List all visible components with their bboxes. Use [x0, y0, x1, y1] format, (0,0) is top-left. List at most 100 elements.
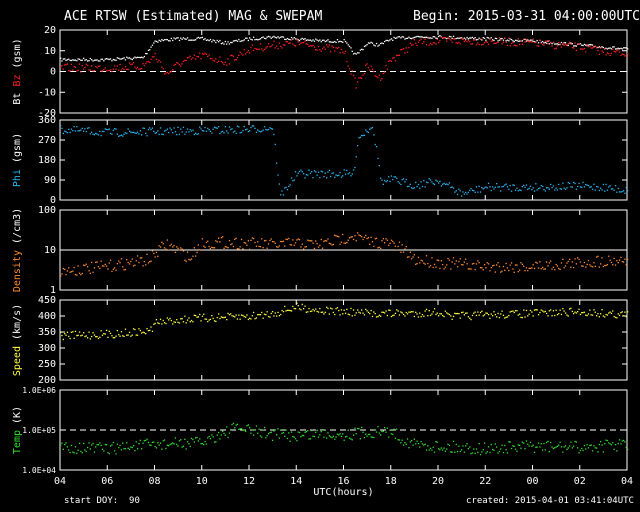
- point-phi: [529, 185, 532, 187]
- point-temp: [218, 431, 220, 434]
- point-phi: [91, 131, 93, 133]
- point-density: [68, 267, 70, 269]
- point-bt: [246, 37, 248, 39]
- point-density: [552, 266, 555, 268]
- point-temp: [374, 429, 376, 431]
- point-phi: [398, 182, 401, 184]
- point-speed: [475, 314, 478, 317]
- point-speed: [182, 321, 185, 323]
- point-bz: [282, 44, 285, 46]
- point-speed: [81, 334, 83, 336]
- point-temp: [348, 437, 351, 439]
- point-speed: [216, 316, 218, 319]
- point-phi: [289, 184, 291, 186]
- point-temp: [185, 448, 187, 450]
- point-density: [207, 240, 209, 242]
- point-density: [398, 241, 401, 243]
- point-phi: [170, 129, 172, 131]
- point-density: [286, 238, 289, 241]
- point-speed: [528, 313, 530, 315]
- ylabel-part: (K): [12, 406, 23, 430]
- point-density: [294, 242, 297, 244]
- point-temp: [247, 424, 249, 426]
- point-bt: [294, 38, 297, 40]
- point-bt: [519, 40, 521, 42]
- point-phi: [119, 135, 121, 137]
- point-phi: [163, 130, 166, 132]
- point-speed: [571, 310, 573, 313]
- point-bt: [355, 53, 357, 55]
- point-speed: [197, 316, 199, 318]
- point-bz: [184, 59, 186, 62]
- point-bz: [304, 40, 306, 42]
- point-phi: [155, 132, 158, 134]
- point-temp: [366, 435, 368, 437]
- point-phi: [104, 128, 106, 130]
- point-phi: [131, 131, 133, 134]
- point-phi: [142, 127, 144, 129]
- point-density: [577, 257, 579, 259]
- point-phi: [292, 180, 294, 182]
- point-phi: [493, 188, 495, 190]
- point-phi: [583, 186, 586, 188]
- point-bz: [452, 38, 455, 40]
- point-density: [431, 257, 433, 259]
- point-temp: [409, 441, 411, 443]
- point-bz: [528, 41, 530, 43]
- point-phi: [543, 188, 545, 191]
- point-bt: [362, 48, 364, 51]
- point-density: [555, 263, 557, 266]
- point-density: [519, 269, 521, 271]
- point-density: [300, 246, 302, 248]
- point-temp: [81, 452, 83, 454]
- point-bt: [455, 37, 457, 40]
- point-density: [390, 239, 393, 241]
- point-bt: [346, 42, 348, 44]
- point-bz: [301, 41, 303, 44]
- point-density: [163, 247, 166, 249]
- point-bz: [402, 48, 405, 50]
- point-bz: [404, 52, 406, 54]
- point-bz: [246, 51, 248, 53]
- point-temp: [529, 441, 532, 443]
- point-temp: [500, 448, 502, 450]
- point-bt: [161, 39, 163, 41]
- point-density: [604, 264, 606, 267]
- point-bt: [155, 40, 158, 43]
- point-density: [201, 238, 204, 240]
- point-bt: [293, 37, 295, 39]
- point-temp: [508, 441, 510, 443]
- point-phi: [122, 135, 124, 137]
- point-temp: [317, 436, 320, 438]
- point-speed: [336, 307, 339, 309]
- point-phi: [390, 175, 393, 177]
- point-bz: [93, 69, 96, 72]
- point-density: [239, 246, 241, 248]
- ytick-label-density: 10: [44, 245, 56, 256]
- point-temp: [197, 440, 199, 442]
- point-bz: [300, 42, 302, 44]
- point-temp: [103, 450, 105, 452]
- point-bz: [401, 48, 403, 51]
- point-speed: [496, 316, 498, 318]
- point-phi: [567, 182, 569, 184]
- point-temp: [105, 444, 108, 446]
- point-speed: [136, 334, 139, 336]
- ylabel-density: Density (/cm3): [12, 208, 23, 292]
- point-density: [455, 260, 457, 262]
- point-bz: [311, 45, 313, 47]
- point-density: [230, 243, 232, 246]
- point-phi: [87, 127, 89, 129]
- point-speed: [574, 311, 576, 313]
- point-temp: [182, 445, 185, 447]
- point-temp: [276, 434, 278, 436]
- point-bt: [100, 58, 102, 60]
- point-temp: [200, 443, 202, 445]
- point-density: [240, 238, 243, 241]
- point-bz: [307, 43, 309, 46]
- point-temp: [165, 447, 167, 450]
- point-temp: [342, 433, 344, 435]
- point-density: [537, 267, 540, 269]
- point-temp: [232, 422, 235, 425]
- point-speed: [425, 308, 428, 311]
